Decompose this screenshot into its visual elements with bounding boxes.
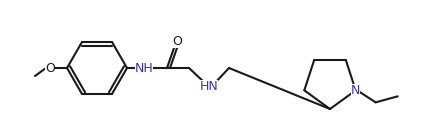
Text: O: O: [172, 34, 181, 47]
Text: O: O: [45, 61, 55, 74]
Text: HN: HN: [199, 80, 218, 93]
Text: NH: NH: [134, 61, 153, 74]
Text: N: N: [350, 84, 359, 97]
